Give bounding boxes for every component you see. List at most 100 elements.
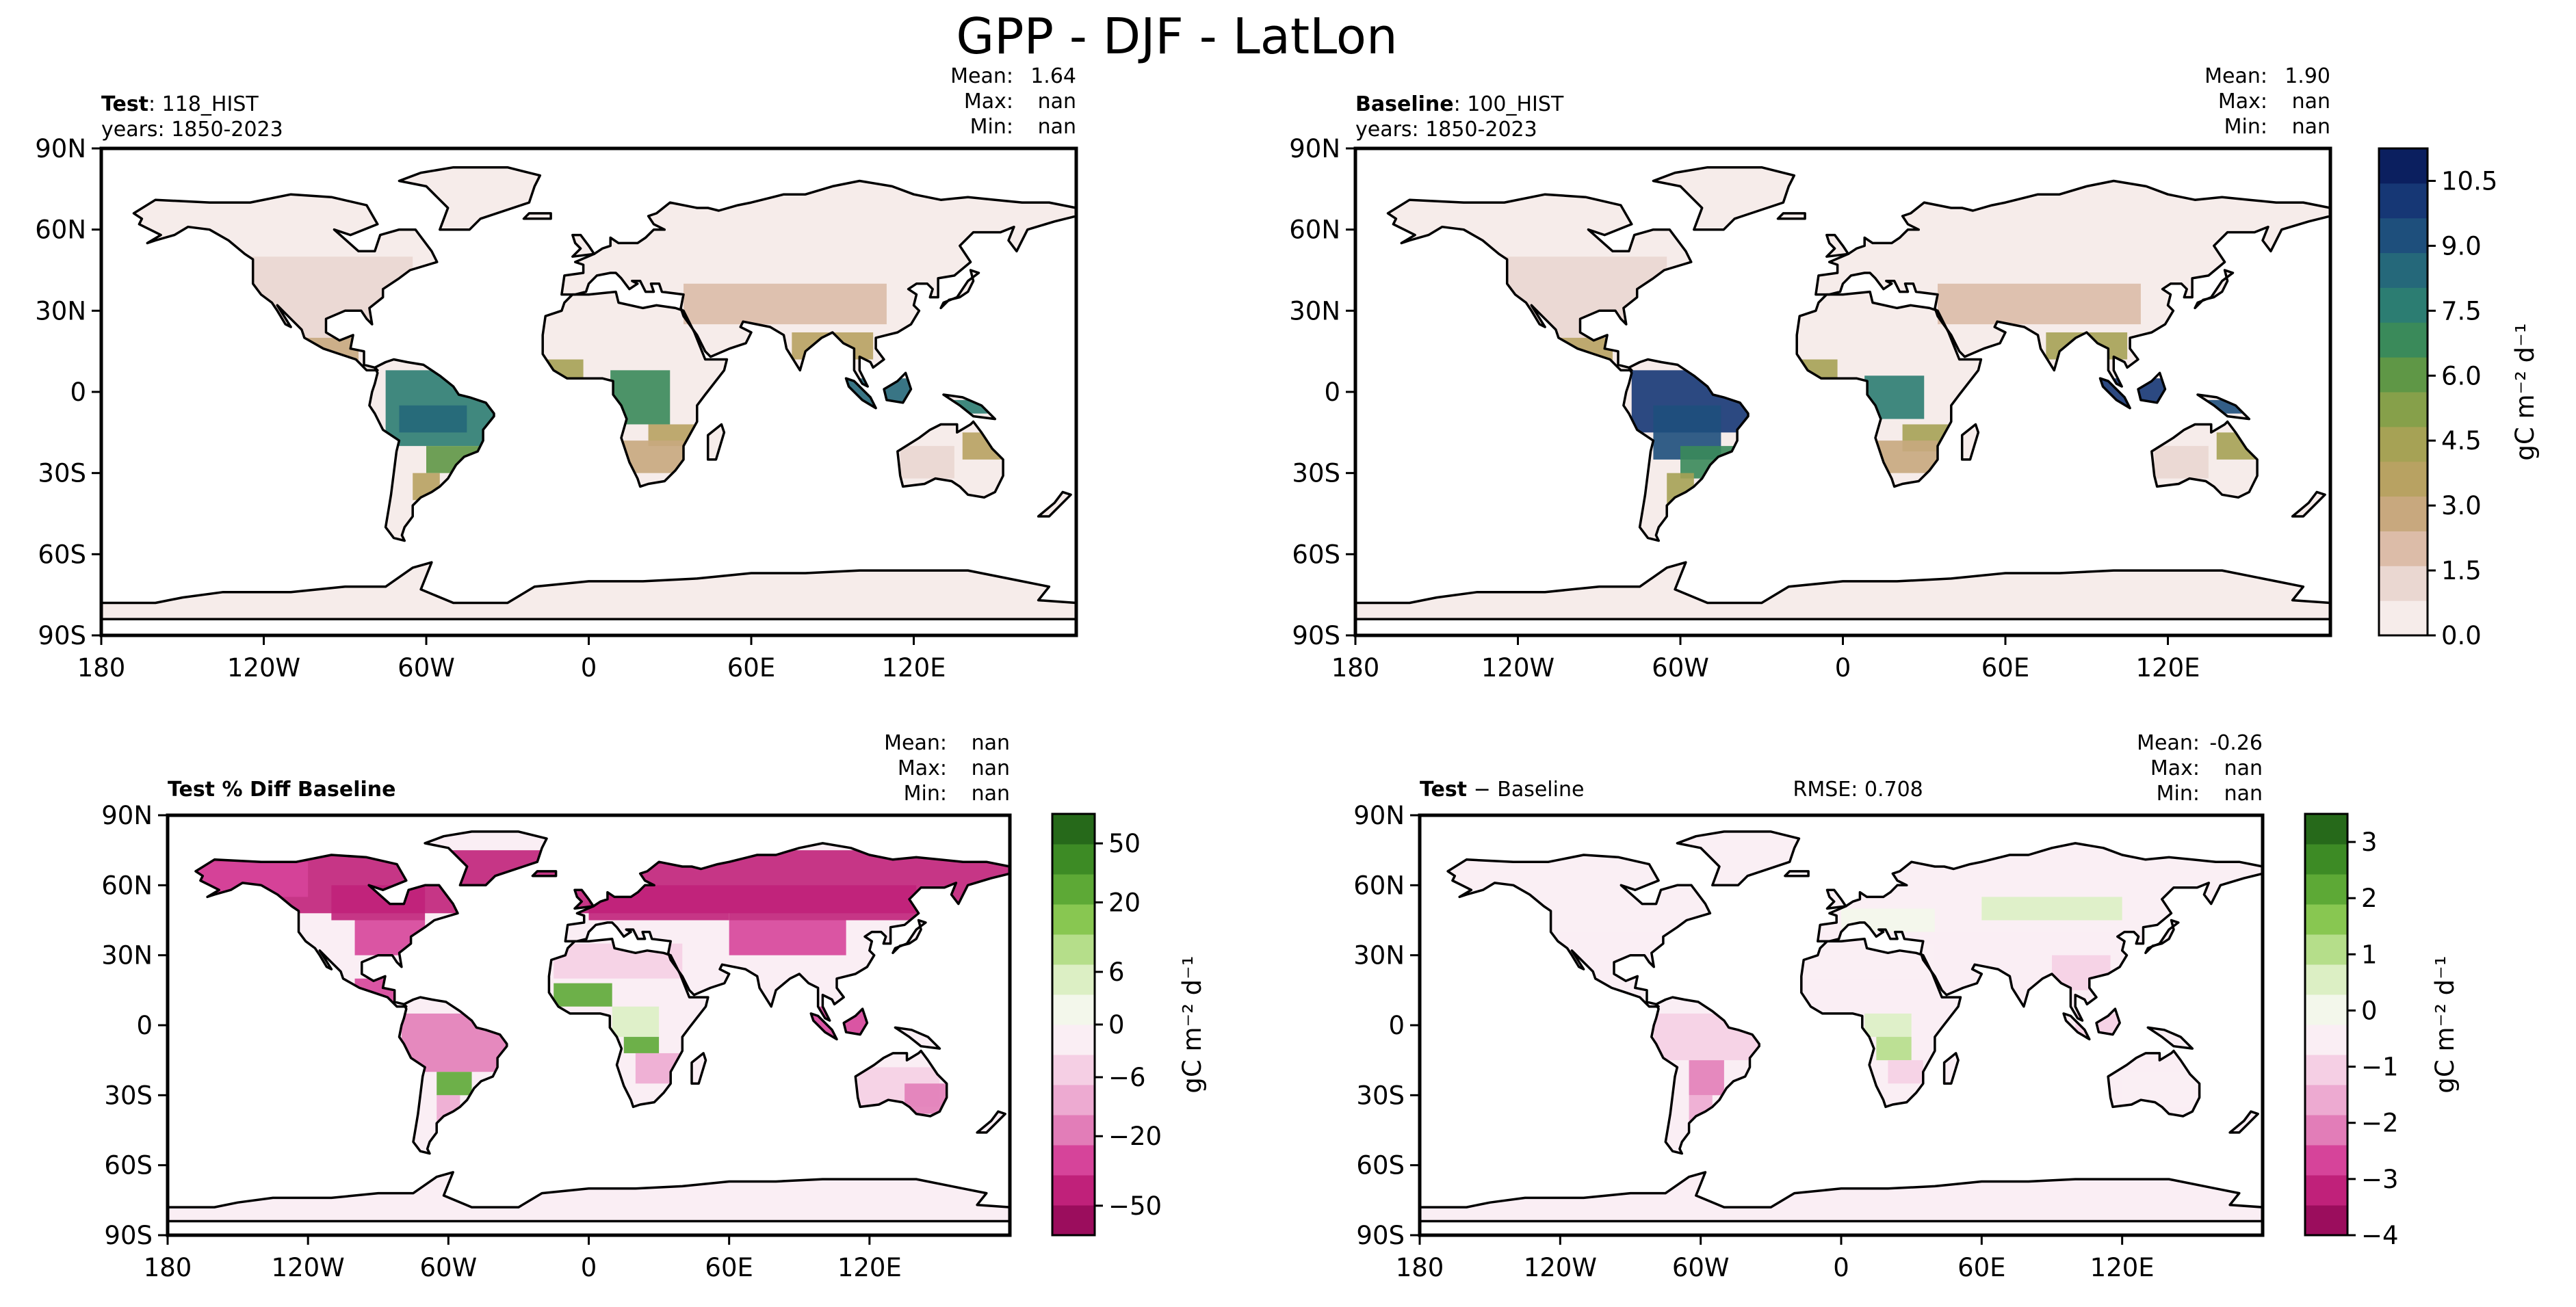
y-tick-label: 60S (1292, 540, 1340, 569)
stat-value: nan (1038, 115, 1076, 139)
coastline-south-america (368, 358, 495, 542)
stat-value: -0.26 (2209, 731, 2263, 755)
colorbar-segment (1052, 934, 1095, 965)
colorbar-segment (1052, 1145, 1095, 1176)
field-band (2122, 1072, 2193, 1107)
colorbar-segment (2379, 531, 2428, 566)
x-tick-label: 120W (1524, 1253, 1597, 1282)
coastline-south-america (398, 996, 508, 1155)
stat-label: Min: (2224, 115, 2267, 139)
coastline-sumatra (809, 1012, 838, 1041)
colorbar: 3 2 1 0 −1 −2 −3 −4 gC m⁻² d⁻¹ (2304, 813, 2460, 1250)
colorbar-segment (2379, 496, 2428, 531)
colorbar-tick-label: 50 (1108, 829, 1141, 858)
x-tick-label: 180 (1396, 1253, 1444, 1282)
land-antarctica (1355, 562, 2330, 620)
x-tick-label: 0 (1835, 653, 1851, 683)
coastline-australia (2107, 1049, 2201, 1118)
coastline-borneo (2137, 371, 2167, 404)
stat-label: Mean: (884, 731, 947, 755)
coastline-north-america (1386, 193, 1693, 372)
field-band (729, 920, 846, 955)
stat-value: 1.64 (1030, 64, 1076, 88)
coastline-south-america (1650, 996, 1760, 1155)
colorbar-tick-label: 0.0 (2441, 621, 2482, 650)
land-antarctica (1420, 1172, 2263, 1222)
colorbar-tick-label: 6 (1108, 958, 1125, 987)
field-band (1981, 897, 2122, 921)
x-tick-label: 60E (727, 653, 775, 683)
coastline-new-zealand (1037, 490, 1072, 518)
x-tick-label: 60W (419, 1253, 477, 1282)
panel-title: Test: 118_HIST (101, 92, 259, 116)
colorbar-tick-label: 1 (2361, 940, 2378, 969)
colorbar-segment (1052, 1085, 1095, 1115)
colorbar-segment (2305, 874, 2347, 905)
coastline-new-guinea (942, 393, 997, 421)
land-japan (893, 920, 926, 953)
coastline-new-guinea (894, 1026, 941, 1050)
stat-value: nan (2292, 90, 2330, 114)
y-tick-label: 30N (1353, 941, 1405, 971)
panel-test: 180 120W 60W 0 60E 120E 90N 60N 30N 0 30S 60S 90S Tes… (35, 64, 1078, 683)
coastline-iceland (1784, 870, 1810, 877)
coastline-antarctica (1418, 1171, 2264, 1223)
colorbar-segment (2305, 964, 2347, 995)
coastline-sumatra (2098, 377, 2131, 410)
x-tick-label: 60W (398, 653, 455, 683)
colorbar-tick-label: 0 (2361, 996, 2378, 1025)
x-tick-label: 120W (272, 1253, 345, 1282)
panel-diff: 180 120W 60W 0 60E 120E 90N 60N 30N 0 30S 60S 90S Tes… (1353, 731, 2460, 1282)
y-tick-label: 30S (38, 459, 86, 488)
land-antarctica (101, 562, 1076, 620)
field-band (623, 1037, 660, 1053)
colorbar-segment (1052, 1055, 1095, 1085)
panel-pct_diff: 180 120W 60W 0 60E 120E 90N 60N 30N 0 30S 60S 90S Tes… (101, 731, 1207, 1282)
y-tick-label: 30N (101, 941, 153, 971)
x-tick-label: 0 (581, 1253, 597, 1282)
y-tick-label: 60S (1356, 1151, 1405, 1180)
colorbar-label: gC m⁻² d⁻¹ (2510, 323, 2540, 460)
colorbar-segment (1052, 814, 1095, 845)
x-tick-label: 60W (1672, 1253, 1730, 1282)
y-tick-label: 90S (1292, 621, 1340, 650)
y-tick-label: 60S (104, 1151, 153, 1180)
field-band (554, 983, 612, 1007)
colorbar-segment (2305, 1055, 2347, 1085)
coastline-eurasia (1814, 179, 2332, 388)
x-tick-label: 120W (1481, 653, 1554, 683)
coastline-new-zealand (976, 1110, 1006, 1134)
coastline-eurasia (1817, 842, 2264, 1022)
y-tick-label: 60N (1289, 215, 1340, 245)
colorbar-segment (2305, 1085, 2347, 1115)
coastline-japan (2144, 919, 2180, 955)
colorbar-label: gC m⁻² d⁻¹ (2430, 955, 2460, 1093)
field-band (1876, 1037, 1912, 1061)
panels: 180 120W 60W 0 60E 120E 90N 60N 30N 0 30S 60S 90S Tes… (35, 64, 2540, 1282)
y-tick-label: 90S (1356, 1221, 1405, 1250)
coastline-north-america (132, 193, 439, 372)
coastline-madagascar (690, 1052, 707, 1085)
x-tick-label: 120E (882, 653, 946, 683)
x-tick-label: 120E (837, 1253, 902, 1282)
field-band (684, 283, 887, 325)
coastline-africa (547, 938, 710, 1109)
stat-label: Mean: (2137, 731, 2200, 755)
coastline-british-isles (1825, 888, 1847, 910)
colorbar-segment (1052, 1115, 1095, 1146)
coastline-sumatra (844, 377, 877, 410)
coastline-borneo (842, 1007, 869, 1036)
field-band (1938, 283, 2141, 325)
coastline-new-zealand (2291, 490, 2326, 518)
y-tick-label: 0 (70, 378, 86, 407)
colorbar-tick-label: −50 (1108, 1191, 1162, 1221)
panel-title: Test % Diff Baseline (168, 778, 396, 802)
stat-label: Mean: (2204, 64, 2267, 88)
colorbar-segment (2379, 392, 2428, 427)
field-band (437, 1072, 472, 1096)
stat-value: nan (2292, 115, 2330, 139)
x-tick-label: 120W (227, 653, 300, 683)
coastline-africa (541, 290, 729, 488)
colorbar-segment (1052, 874, 1095, 905)
field-band (1888, 1060, 1923, 1084)
